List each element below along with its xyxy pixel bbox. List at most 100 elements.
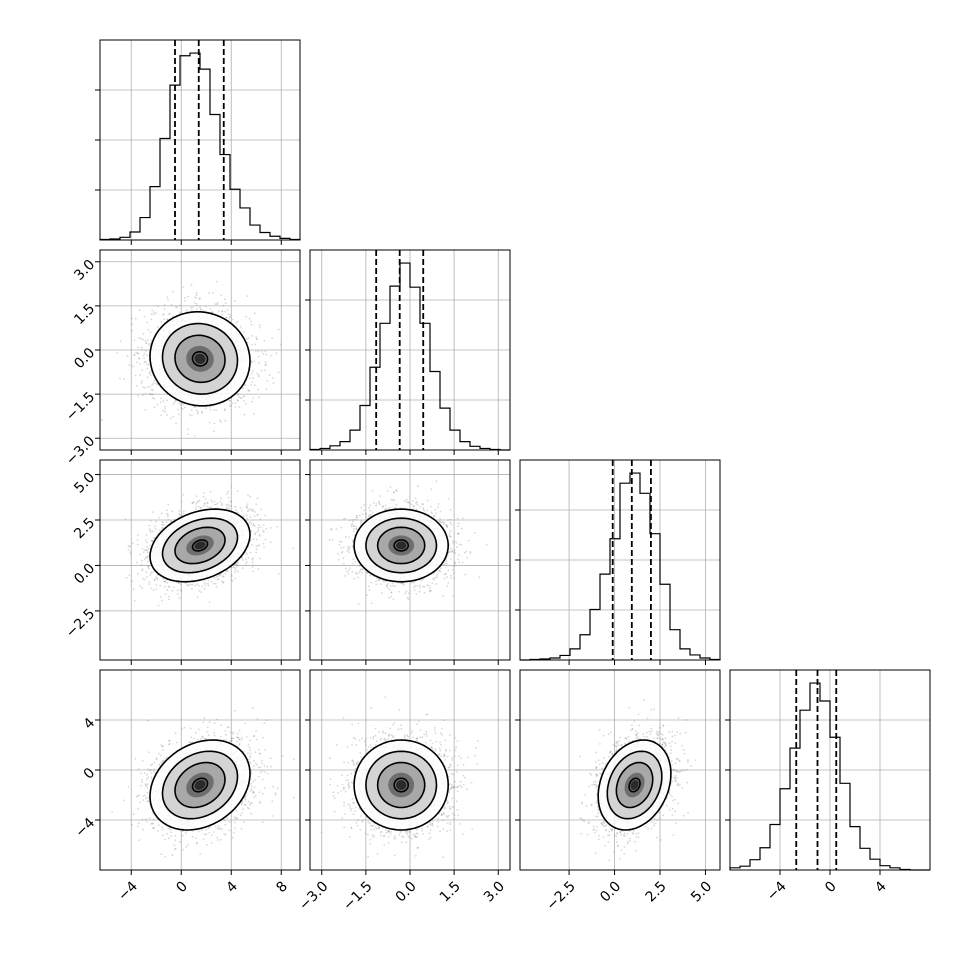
scatter-point [151,393,154,396]
scatter-point [182,510,185,513]
scatter-point [226,492,229,495]
scatter-point [155,520,157,523]
scatter-point [220,294,223,297]
scatter-point [160,512,163,515]
scatter-point [163,580,166,582]
scatter-point [139,553,142,556]
scatter-point [161,523,164,526]
scatter-point [255,503,258,506]
scatter-point [257,545,260,547]
scatter-point [135,352,138,354]
scatter-point [243,400,245,402]
scatter-point [149,342,152,345]
scatter-point [250,509,253,512]
scatter-point [224,310,226,313]
scatter-point [245,506,248,509]
scatter-point [160,321,163,323]
scatter-point [227,490,229,493]
scatter-point [237,320,239,323]
scatter-point [230,505,232,507]
scatter-point [256,338,258,340]
scatter-point [224,419,227,422]
scatter-point [222,581,225,584]
histogram-panel-3 [515,459,721,665]
scatter-point [142,551,145,554]
scatter-point [149,531,152,533]
scatter-point [151,389,154,392]
scatter-point [190,409,193,411]
scatter-point [164,581,167,583]
scatter-point [131,542,134,545]
scatter-point [250,522,253,525]
scatter-point [212,291,214,294]
scatter-point [226,503,229,506]
scatter-point [131,329,134,332]
scatter-point [150,587,153,589]
scatter-point [233,567,236,569]
scatter-point [236,563,238,566]
scatter-point [250,323,253,326]
scatter-point [263,531,265,533]
scatter-point [129,551,132,553]
scatter-point [178,413,180,416]
scatter-point [228,317,231,319]
scatter-point [251,372,254,375]
scatter-point [262,353,265,356]
scatter-point [159,401,162,404]
scatter-point [158,516,161,519]
scatter-point [217,310,220,313]
scatter-point [270,527,272,529]
scatter-point [194,296,196,299]
scatter-point [225,316,228,319]
scatter-point [139,363,141,365]
scatter-point [155,588,158,590]
scatter-point [239,507,242,509]
scatter-point [257,355,260,358]
scatter-point [145,360,147,363]
scatter-point [140,337,142,340]
scatter-point [246,505,248,508]
scatter-point [167,503,170,506]
scatter-point [180,403,182,406]
contour-core [191,351,209,367]
scatter-point [128,545,131,548]
scatter-point [143,361,146,364]
scatter-point [257,568,260,570]
scatter-point [179,513,182,516]
scatter-point [255,336,258,338]
scatter-point [149,386,151,388]
scatter-point [166,515,169,518]
scatter-point [194,406,196,408]
scatter-point [227,496,230,499]
scatter-point [159,596,162,598]
scatter-point [164,585,166,588]
scatter-point [199,297,201,300]
scatter-point [219,421,222,423]
scatter-point [150,388,153,391]
scatter-point [210,499,213,501]
scatter-point [128,574,131,577]
scatter-point [204,582,207,585]
scatter-point [235,322,238,324]
scatter-point [254,384,256,387]
scatter-point [208,421,211,424]
scatter-point [196,583,198,585]
scatter-point [254,532,256,535]
scatter-point [137,395,140,397]
scatter-point [191,308,193,311]
scatter-point [172,403,175,405]
scatter-point [230,500,233,503]
scatter-point [236,399,239,401]
scatter-point [265,353,268,356]
scatter-point [146,321,149,324]
scatter-point [203,503,206,505]
scatter-point [152,589,155,591]
scatter-point [195,409,198,412]
scatter-point [155,576,158,579]
scatter-point [124,518,127,520]
scatter-point [141,349,144,351]
scatter-point [249,516,252,519]
scatter-point [176,589,179,592]
scatter-point [221,310,224,313]
scatter-point [263,339,266,342]
